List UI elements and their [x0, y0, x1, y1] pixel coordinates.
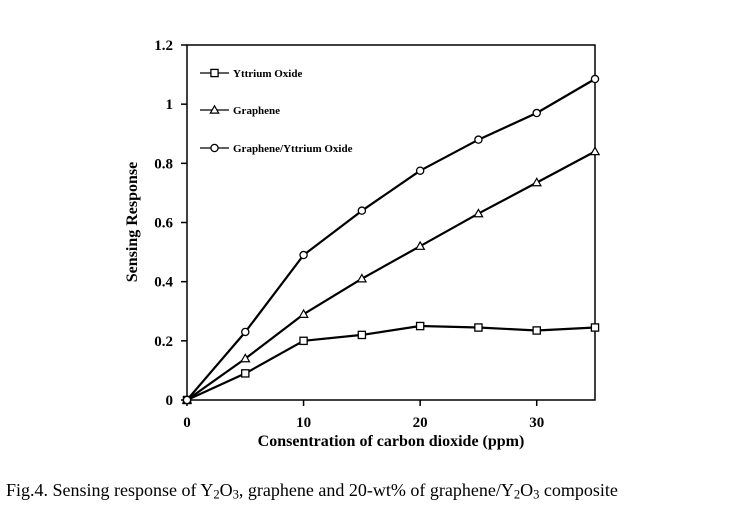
data-point-triangle: [209, 104, 220, 114]
x-tick-label: 30: [529, 415, 544, 431]
caption-prefix: Fig.4. Sensing response of Y: [6, 480, 214, 500]
data-point-circle: [241, 327, 250, 337]
y-tick-label: 1: [166, 97, 174, 113]
data-point-square: [415, 321, 425, 331]
plot-area-frame: [186, 44, 596, 401]
data-point-square: [532, 326, 541, 335]
data-point-circle: [474, 135, 483, 144]
y-axis-ticks: 0 0.2 0.4 0.6 0.8 1 1.2: [154, 38, 187, 409]
data-point-triangle: [473, 208, 484, 218]
data-point-triangle: [531, 177, 542, 187]
series-layer: [181, 74, 601, 405]
figure-caption: Fig.4. Sensing response of Y2O3, graphen…: [6, 480, 730, 503]
caption-sub-2: 3: [232, 487, 239, 502]
data-point-triangle: [298, 308, 309, 318]
y-tick-label: 1.2: [154, 38, 173, 54]
y-tick-label: 0.6: [154, 216, 173, 232]
data-point-circle: [182, 395, 192, 405]
legend: Yttrium Oxide Graphene Graphene/Yttrium Ox…: [200, 68, 353, 155]
legend-label: Graphene/Yttrium Oxide: [233, 143, 353, 155]
x-axis-ticks: 0 10 20 30: [183, 400, 544, 431]
series-circle: [182, 74, 600, 405]
data-point-triangle: [414, 240, 426, 250]
caption-part-5: composite: [539, 480, 618, 500]
caption-part-3: , graphene and 20-wt% of graphene/Y: [238, 480, 514, 500]
series-triangle: [181, 146, 601, 404]
y-tick-label: 0.8: [154, 156, 173, 172]
data-point-square: [299, 336, 308, 346]
data-point-circle: [357, 206, 367, 215]
x-tick-label: 0: [183, 415, 191, 431]
data-point-circle: [532, 108, 541, 118]
caption-part-2: O: [219, 480, 233, 500]
data-point-triangle: [356, 273, 368, 283]
data-point-circle: [299, 250, 308, 260]
data-point-square: [357, 330, 367, 340]
x-tick-label: 20: [413, 415, 428, 431]
caption-sub-1: 2: [213, 487, 220, 502]
y-tick-label: 0.2: [154, 334, 173, 350]
data-point-circle: [210, 143, 219, 153]
legend-label: Graphene: [233, 105, 280, 117]
data-point-circle: [590, 74, 600, 84]
y-axis-title: Sensing Response: [124, 162, 141, 282]
data-point-circle: [415, 166, 425, 175]
caption-part-4: O: [520, 480, 534, 500]
caption-sub-3: 2: [513, 487, 521, 502]
chart-svg: 0 0.2 0.4 0.6 0.8 1 1.2 0 10 20 30 Consentration …: [124, 38, 601, 450]
chart: 0 0.2 0.4 0.6 0.8 1 1.2 0 10 20 30 Consentration …: [124, 38, 601, 450]
data-point-square: [474, 323, 483, 332]
data-point-square: [210, 68, 219, 78]
x-axis-title: Consentration of carbon dioxide (ppm): [258, 433, 525, 450]
caption-sub-4: 3: [533, 487, 540, 502]
series-line: [186, 78, 596, 401]
data-point-triangle: [240, 353, 251, 363]
y-tick-label: 0.4: [154, 275, 173, 291]
y-tick-label: 0: [166, 393, 174, 409]
legend-label: Yttrium Oxide: [233, 68, 302, 80]
data-point-square: [241, 369, 250, 378]
series-line: [186, 324, 596, 402]
series-line: [186, 150, 596, 401]
data-point-triangle: [589, 146, 601, 156]
x-tick-label: 10: [296, 415, 311, 431]
data-point-square: [590, 323, 600, 332]
